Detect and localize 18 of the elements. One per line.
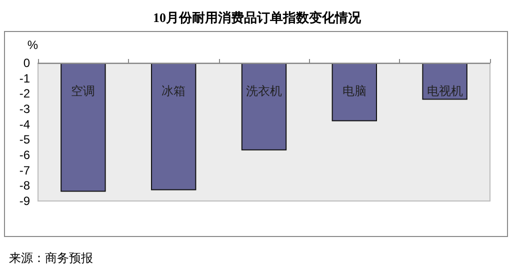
y-tick-label: -5 — [19, 132, 30, 147]
y-tick-label: -2 — [19, 86, 30, 101]
y-tick-label: -1 — [19, 71, 30, 86]
x-tick-label: 洗衣机 — [246, 84, 282, 98]
y-tick-label: 0 — [23, 56, 30, 70]
x-tick-label: 冰箱 — [162, 84, 186, 98]
x-tick-label: 电视机 — [426, 84, 463, 98]
y-tick-label: -9 — [19, 194, 30, 208]
y-tick-label: -3 — [19, 102, 30, 116]
y-axis-title: % — [27, 38, 38, 52]
source-note: 来源：商务预报 — [9, 251, 93, 265]
chart-title: 10月份耐用消费品订单指数变化情况 — [153, 10, 362, 25]
y-tick-label: -8 — [19, 178, 30, 193]
y-tick-label: -7 — [19, 163, 30, 178]
x-tick-label: 空调 — [71, 84, 96, 98]
x-tick-label: 电脑 — [342, 84, 366, 98]
y-tick-label: -4 — [19, 117, 30, 132]
y-tick-label: -6 — [19, 148, 30, 162]
